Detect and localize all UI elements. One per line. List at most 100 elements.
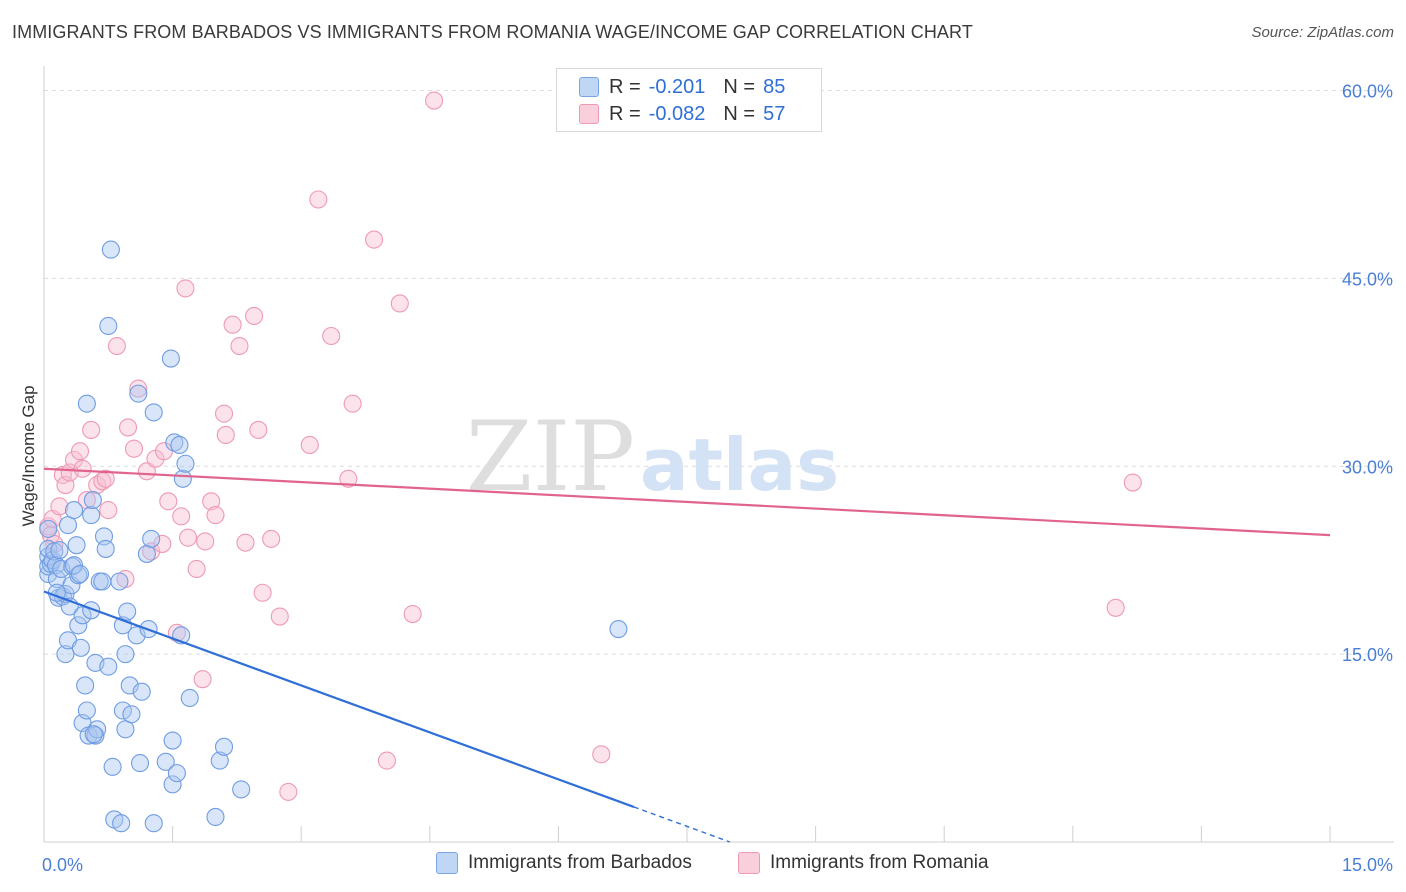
point-romania — [99, 501, 118, 520]
gridlines — [44, 90, 1394, 655]
point-barbados — [64, 556, 84, 575]
point-barbados — [96, 539, 115, 558]
trend-line-barbados — [43, 590, 635, 808]
point-romania — [322, 326, 341, 346]
point-romania — [343, 394, 362, 413]
legend-item-romania[interactable]: Immigrants from Romania — [738, 852, 989, 874]
point-romania — [176, 279, 195, 298]
legend-r-value: -0.201 — [648, 75, 706, 98]
point-romania — [187, 559, 206, 579]
legend-n-value: 85 — [763, 75, 786, 98]
legend-n-value: 57 — [763, 102, 786, 125]
point-barbados — [176, 454, 195, 473]
point-barbados — [167, 764, 186, 783]
point-romania — [118, 418, 138, 437]
point-barbados — [118, 602, 137, 621]
point-romania — [50, 497, 69, 516]
point-romania — [153, 534, 172, 553]
point-barbados — [163, 731, 182, 750]
point-barbados — [99, 657, 118, 676]
point-barbados — [71, 638, 90, 657]
trend-line-barbados-extension — [633, 806, 731, 843]
point-barbados — [180, 688, 199, 708]
point-barbados — [112, 814, 131, 833]
point-romania — [202, 492, 221, 511]
legend-label-romania: Immigrants from Romania — [770, 852, 989, 873]
point-barbados — [73, 606, 92, 625]
source-credit: Source: ZipAtlas.com — [1251, 24, 1394, 41]
point-barbados — [77, 394, 96, 413]
point-romania — [592, 745, 611, 764]
y-tick-label: 30.0% — [1342, 457, 1393, 477]
point-barbados — [142, 529, 161, 548]
series-legend: Immigrants from Barbados Immigrants from… — [0, 852, 1406, 878]
point-romania — [129, 379, 148, 398]
axes — [43, 66, 1394, 843]
x-tick-label: 15.0% — [1342, 855, 1393, 875]
point-barbados — [609, 620, 628, 639]
y-tick-labels: 15.0% 30.0% 45.0% 60.0% — [1342, 82, 1393, 666]
point-romania — [223, 315, 242, 334]
point-barbados — [39, 519, 58, 538]
stats-legend: R = -0.201 N = 85 R = -0.082 N = 57 — [556, 68, 822, 132]
legend-swatch-barbados — [436, 852, 458, 874]
legend-n-label: N = — [723, 102, 756, 125]
point-barbados — [137, 544, 156, 563]
legend-r-value: -0.082 — [648, 102, 706, 125]
point-romania — [425, 91, 444, 110]
point-barbados — [50, 541, 69, 560]
point-barbados — [56, 645, 75, 664]
point-romania — [107, 336, 126, 356]
point-barbados — [103, 757, 122, 776]
point-romania — [70, 442, 90, 461]
point-barbados — [77, 701, 96, 720]
point-barbados — [214, 737, 234, 756]
point-barbados — [144, 814, 163, 833]
point-romania — [249, 420, 268, 439]
y-tick-label: 60.0% — [1342, 82, 1393, 102]
point-romania — [1106, 598, 1125, 617]
point-romania — [77, 491, 96, 510]
point-romania — [124, 439, 144, 458]
legend-label-barbados: Immigrants from Barbados — [468, 852, 692, 873]
y-tick-label: 15.0% — [1342, 645, 1393, 665]
x-tick-labels: 0.0% 15.0% — [42, 855, 1393, 875]
point-barbados — [206, 807, 225, 827]
point-barbados — [122, 705, 141, 724]
point-barbados — [88, 720, 107, 739]
point-romania — [279, 782, 298, 801]
point-barbados — [110, 572, 129, 591]
point-barbados — [144, 403, 163, 422]
point-romania — [137, 462, 156, 481]
point-barbados — [69, 616, 88, 635]
legend-swatch-barbados — [579, 77, 599, 97]
legend-item-barbados[interactable]: Immigrants from Barbados — [436, 852, 692, 874]
point-barbados — [58, 516, 78, 535]
point-barbados — [156, 752, 175, 771]
trend-lines — [43, 467, 1331, 843]
point-romania — [244, 306, 264, 326]
point-barbados — [163, 775, 182, 794]
point-romania — [339, 469, 358, 488]
x-tick-label: 0.0% — [42, 855, 83, 875]
legend-r-label: R = — [609, 102, 641, 125]
point-romania — [300, 435, 319, 455]
point-romania — [196, 532, 215, 551]
point-barbados — [82, 506, 101, 525]
point-romania — [253, 583, 272, 602]
legend-r-label: R = — [609, 75, 641, 98]
point-romania — [159, 492, 178, 511]
point-barbados — [232, 780, 251, 799]
point-barbados — [161, 349, 180, 368]
watermark-zip: ZIP — [466, 401, 635, 513]
point-barbados — [132, 682, 151, 701]
watermark-atlas: atlas — [640, 423, 839, 507]
point-barbados — [84, 725, 103, 744]
point-romania — [236, 533, 255, 552]
point-barbados — [116, 720, 135, 739]
point-romania — [96, 469, 115, 488]
point-barbados — [116, 645, 135, 664]
y-axis-label: Wage/Income Gap — [19, 385, 38, 526]
point-romania — [365, 230, 384, 249]
